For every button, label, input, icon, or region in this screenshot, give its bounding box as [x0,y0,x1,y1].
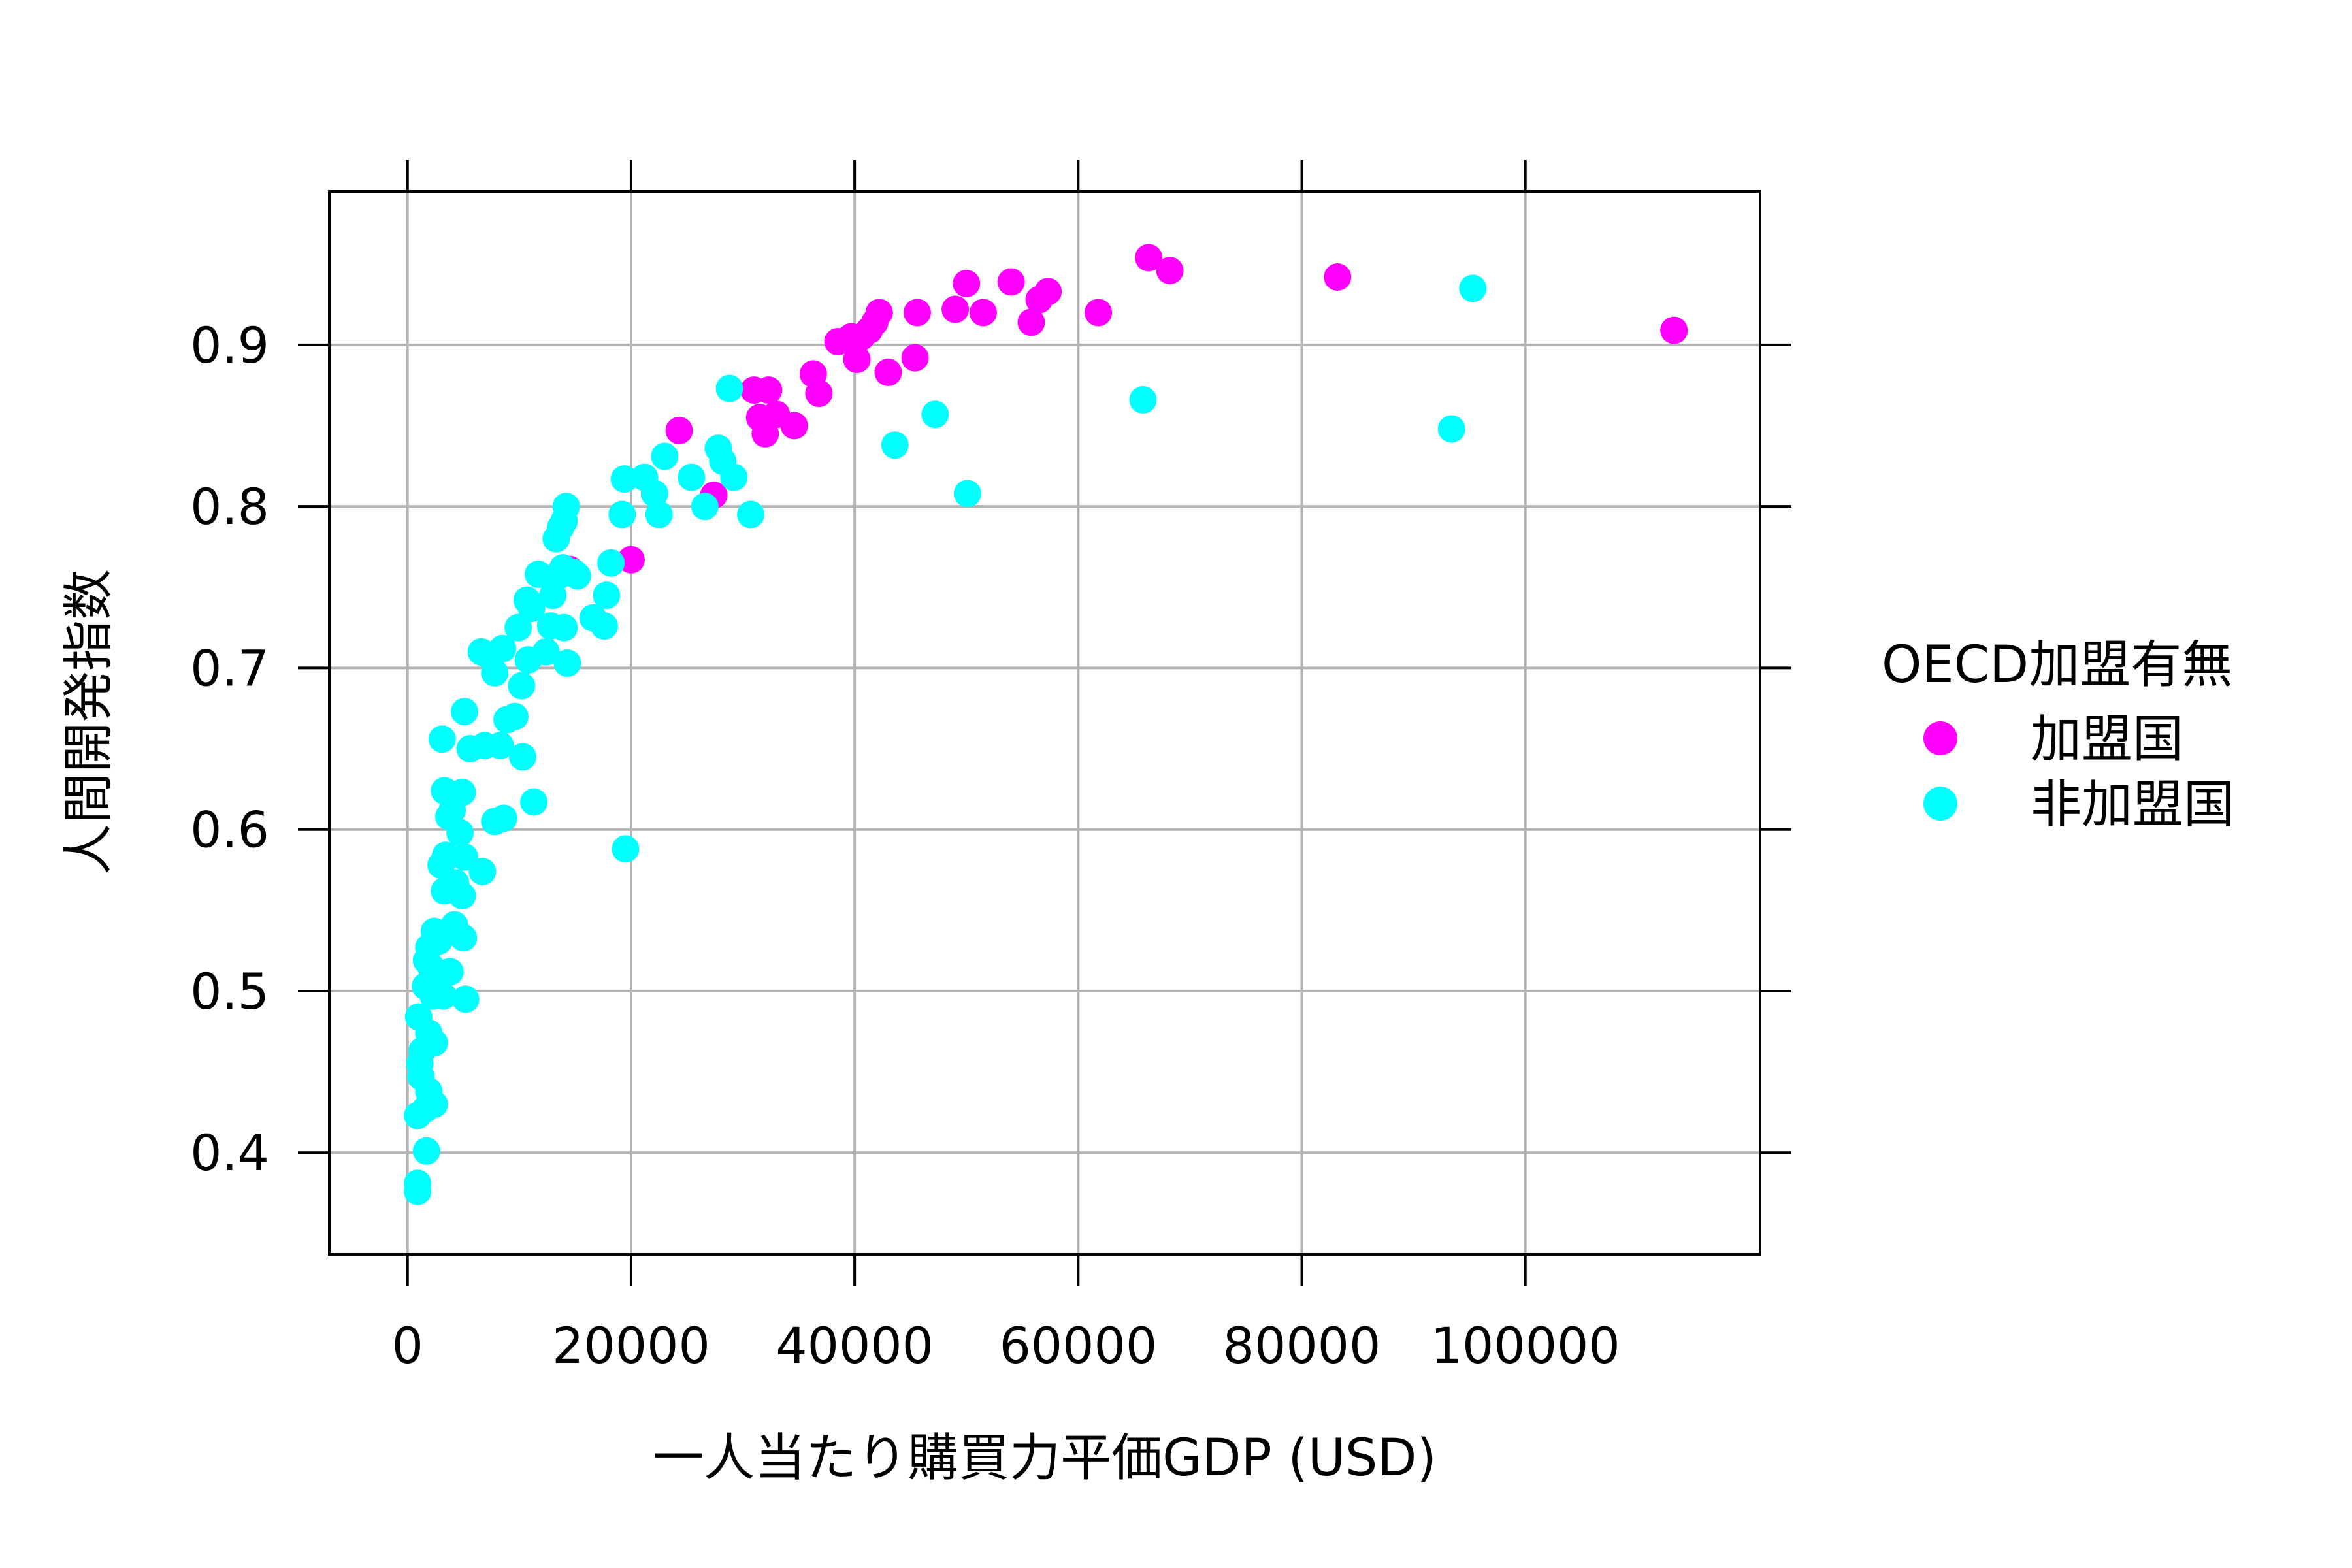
y-tick-label: 0.9 [190,316,269,374]
x-axis-title: 一人当たり購買力平価GDP (USD) [653,1429,1437,1488]
non-member-point [1459,274,1487,302]
member-point [1034,278,1062,306]
non-member-point [438,796,466,825]
non-member-point [651,442,679,470]
y-tick-label: 0.6 [190,801,269,859]
y-tick-label: 0.7 [190,639,269,697]
non-member-point [420,1029,448,1057]
legend-marker-non-member [1923,787,1957,821]
non-member-point [921,400,949,429]
non-member-point [489,804,517,832]
non-member-point [542,525,570,553]
non-member-point [520,788,548,816]
member-point [1156,257,1184,285]
member-point [903,299,931,327]
member-point [953,269,981,297]
member-point [901,344,929,372]
non-member-point [645,500,673,529]
non-member-point [429,982,457,1010]
non-member-point [640,480,668,508]
plot-frame [328,190,1761,1256]
x-tick-label: 80000 [1223,1316,1381,1375]
non-member-point [404,1177,432,1205]
y-axis-title: 人間開発指数 [59,569,118,875]
tick-labels: 0 20000 40000 60000 80000 100000 0.4 0.5 0.6 0.7 0… [190,316,1620,1375]
legend-label-member: 加盟国 [2031,710,2183,769]
non-member-point [412,1137,440,1165]
non-member-point [610,465,638,493]
axis-ticks [298,160,1791,1286]
member-point [843,346,871,374]
legend-label-non-member: 非加盟国 [2031,776,2234,834]
non-member-point [612,835,640,863]
non-member-point [451,985,480,1013]
member-point [1085,299,1113,327]
non-member-point [550,613,578,642]
x-tick-label: 100000 [1431,1316,1620,1375]
non-member-point [1437,415,1465,443]
member-point [1324,263,1352,291]
non-member-point [953,480,981,508]
non-member-point [720,463,748,491]
non-member-point [524,561,552,589]
non-member-point [468,857,497,885]
x-tick-label: 0 [392,1316,423,1375]
non-member-point [448,882,476,910]
non-member-point [539,581,567,610]
y-tick-label: 0.5 [190,962,269,1021]
x-tick-label: 60000 [999,1316,1157,1375]
member-point [941,295,970,323]
member-point [1135,244,1163,272]
member-point [874,358,902,386]
non-member-point [436,958,464,986]
data-points [404,244,1688,1205]
member-point [805,380,833,408]
non-member-point [449,924,478,952]
non-member-point [513,586,541,614]
member-point [665,416,693,444]
non-member-point [504,613,532,642]
non-member-point [1129,385,1157,414]
non-member-point [451,698,479,726]
non-member-point [456,735,484,763]
non-member-point [508,743,536,771]
non-member-point [597,549,625,577]
member-point [617,546,645,574]
member-point [865,299,893,327]
legend-title: OECD加盟有無 [1882,636,2232,694]
non-member-point [467,638,495,666]
non-member-point [446,819,474,847]
y-tick-label: 0.4 [190,1124,269,1182]
member-point [969,299,997,327]
non-member-point [553,649,581,678]
x-tick-label: 20000 [552,1316,710,1375]
non-member-point [514,646,542,674]
non-member-point [404,1102,432,1130]
non-member-point [579,604,607,632]
non-member-point [715,374,743,402]
legend: OECD加盟有無 加盟国 非加盟国 [1882,636,2234,834]
member-point [997,268,1025,296]
member-point [755,376,783,404]
non-member-point [691,493,719,521]
non-member-point [428,725,456,753]
y-tick-label: 0.8 [190,478,269,536]
member-point [1660,316,1688,344]
non-member-point [508,672,536,700]
non-member-point [593,581,621,610]
legend-marker-member [1923,721,1957,755]
x-tick-label: 40000 [776,1316,934,1375]
non-member-point [608,500,636,529]
non-member-point [737,500,765,529]
member-point [1017,308,1045,336]
member-point [780,412,808,440]
grid [329,191,1760,1254]
non-member-point [881,431,909,459]
non-member-point [493,706,521,734]
non-member-point [678,463,706,491]
